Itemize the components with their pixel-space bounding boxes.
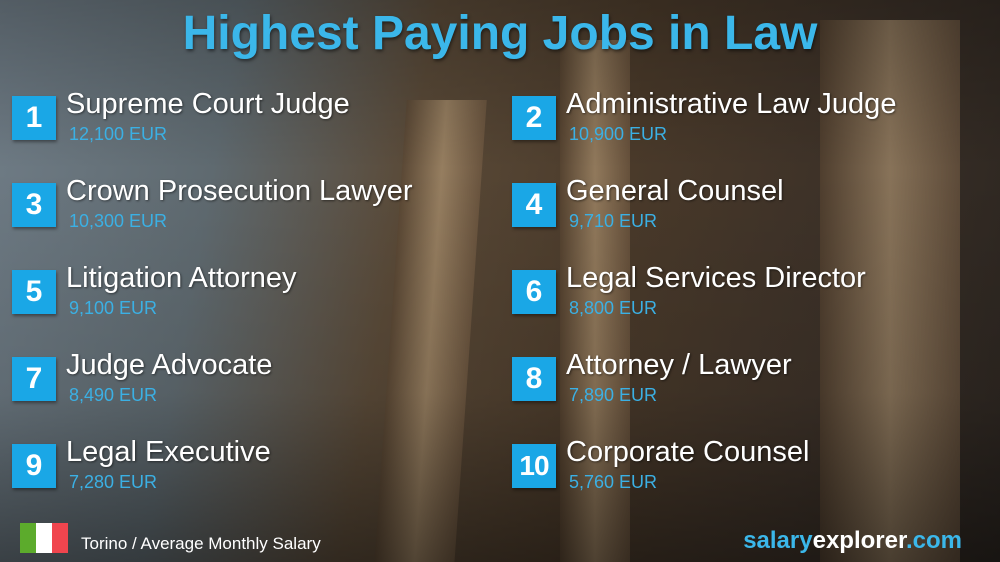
job-salary: 7,280 EUR xyxy=(69,472,158,492)
job-title: Supreme Court Judge xyxy=(66,88,350,120)
rank-badge: 7 xyxy=(12,357,56,401)
job-title: Legal Services Director xyxy=(566,262,866,294)
job-salary: 5,760 EUR xyxy=(569,472,658,492)
job-salary: 7,890 EUR xyxy=(569,385,658,405)
background-column xyxy=(820,20,960,562)
job-title: Administrative Law Judge xyxy=(566,88,897,120)
job-salary: 10,300 EUR xyxy=(69,211,168,231)
job-title: Legal Executive xyxy=(66,436,271,468)
rank-badge: 3 xyxy=(12,183,56,227)
brand-part: .com xyxy=(905,527,962,554)
location-label: Torino / Average Monthly Salary xyxy=(81,534,321,553)
brand-part: salary xyxy=(743,527,813,554)
rank-badge: 9 xyxy=(12,444,56,488)
job-salary: 8,800 EUR xyxy=(569,298,658,318)
job-title: General Counsel xyxy=(566,175,784,207)
job-salary: 10,900 EUR xyxy=(569,124,668,144)
job-salary: 9,100 EUR xyxy=(69,298,158,318)
page-title: Highest Paying Jobs in Law xyxy=(182,7,818,60)
job-salary: 9,710 EUR xyxy=(569,211,658,231)
job-title: Litigation Attorney xyxy=(66,262,297,294)
job-title: Judge Advocate xyxy=(66,349,273,381)
background-column xyxy=(560,40,630,562)
rank-badge: 6 xyxy=(512,270,556,314)
rank-badge: 4 xyxy=(512,183,556,227)
job-salary: 12,100 EUR xyxy=(69,124,168,144)
brand-logo: salaryexplorer.com xyxy=(743,527,962,555)
job-salary: 8,490 EUR xyxy=(69,385,158,405)
job-title: Attorney / Lawyer xyxy=(566,349,792,381)
job-title: Corporate Counsel xyxy=(566,436,810,468)
rank-badge: 1 xyxy=(12,96,56,140)
job-title: Crown Prosecution Lawyer xyxy=(66,175,413,207)
italy-flag-icon xyxy=(20,523,68,553)
rank-badge: 5 xyxy=(12,270,56,314)
rank-badge: 10 xyxy=(512,444,556,488)
rank-badge: 8 xyxy=(512,357,556,401)
rank-badge: 2 xyxy=(512,96,556,140)
brand-part: explorer xyxy=(812,527,906,554)
